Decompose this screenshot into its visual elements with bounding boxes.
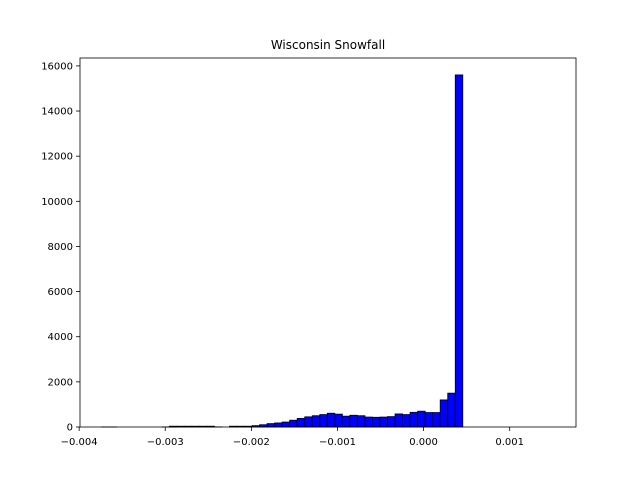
chart-title: Wisconsin Snowfall bbox=[271, 38, 385, 52]
histogram-bar bbox=[417, 410, 426, 428]
histogram-bar bbox=[341, 415, 351, 428]
histogram-bar bbox=[326, 412, 336, 428]
histogram-bar bbox=[311, 415, 321, 428]
y-tick-label: 16000 bbox=[41, 61, 73, 72]
y-tick-label: 0 bbox=[67, 423, 73, 434]
y-tick-label: 12000 bbox=[41, 152, 73, 163]
histogram-bar bbox=[387, 416, 396, 428]
y-tick-label: 14000 bbox=[41, 107, 73, 118]
histogram-bar bbox=[379, 416, 388, 428]
histogram-bar bbox=[274, 422, 283, 428]
y-axis: 0 2000 4000 6000 8000 10000 12000 14000 16000 bbox=[41, 61, 80, 434]
histogram-bar bbox=[432, 412, 441, 428]
histogram-bar bbox=[289, 419, 298, 428]
histogram-bar bbox=[304, 416, 313, 428]
x-tick-label: −0.002 bbox=[233, 437, 270, 448]
histogram-bar bbox=[364, 416, 373, 428]
x-axis: −0.004 −0.003 −0.002 −0.001 0.000 0.001 bbox=[61, 427, 524, 448]
x-tick-label: 0.001 bbox=[495, 437, 524, 448]
histogram-bar bbox=[394, 413, 403, 428]
histogram-bar bbox=[454, 74, 464, 428]
histogram-bar bbox=[334, 413, 343, 428]
histogram-bar bbox=[349, 414, 358, 428]
bars-group bbox=[101, 74, 464, 428]
histogram-bar bbox=[409, 411, 419, 428]
x-tick-label: −0.001 bbox=[319, 437, 356, 448]
histogram-bar bbox=[357, 415, 366, 428]
histogram-bar bbox=[372, 416, 381, 428]
histogram-bar bbox=[424, 412, 434, 428]
y-tick-label: 10000 bbox=[41, 197, 73, 208]
y-tick-label: 4000 bbox=[48, 332, 73, 343]
histogram-bar bbox=[402, 414, 411, 428]
histogram-bar bbox=[281, 421, 291, 428]
histogram-bar bbox=[439, 399, 449, 428]
histogram-bar bbox=[447, 392, 456, 428]
x-tick-label: −0.004 bbox=[61, 437, 98, 448]
y-tick-label: 6000 bbox=[48, 287, 73, 298]
x-tick-label: 0.000 bbox=[409, 437, 438, 448]
plot-frame bbox=[79, 57, 577, 428]
y-tick-label: 8000 bbox=[48, 242, 73, 253]
x-tick-label: −0.003 bbox=[147, 437, 184, 448]
histogram-bar bbox=[319, 414, 328, 428]
histogram-bar bbox=[296, 418, 306, 428]
y-tick-label: 2000 bbox=[48, 377, 73, 388]
histogram-bar bbox=[266, 423, 276, 428]
